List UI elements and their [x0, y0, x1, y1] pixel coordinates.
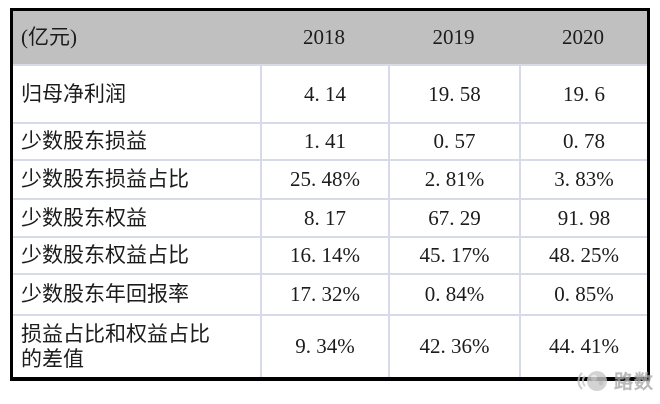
cell-value: 19. 58 — [388, 66, 519, 122]
cell-value: 9. 34% — [260, 316, 388, 377]
year-header-2020: 2020 — [562, 25, 604, 49]
row-label: 少数股东损益占比 — [21, 167, 189, 192]
cell-value: 45. 17% — [388, 238, 519, 273]
table-row: 少数股东年回报率 17. 32% 0. 84% 0. 85% — [13, 273, 647, 314]
year-header-2019: 2019 — [432, 25, 475, 49]
watermark-text: 路数 — [613, 372, 654, 393]
cell-value: 0. 85% — [519, 275, 647, 314]
table-row: 损益占比和权益占比的差值 9. 34% 42. 36% 44. 41% — [13, 314, 647, 377]
cell-value: 0. 57 — [388, 124, 519, 159]
cell-value: 3. 83% — [519, 161, 647, 198]
cell-value: 0. 84% — [388, 275, 519, 314]
cell-value: 67. 29 — [388, 200, 519, 236]
cell-value: 19. 6 — [519, 66, 647, 122]
logo-circle-icon — [575, 368, 611, 394]
cell-value: 8. 17 — [260, 200, 388, 236]
table-row: 少数股东权益 8. 17 67. 29 91. 98 — [13, 198, 647, 236]
cell-value: 0. 78 — [519, 124, 647, 159]
cell-value: 25. 48% — [260, 161, 388, 198]
table-row: 少数股东权益占比 16. 14% 45. 17% 48. 25% — [13, 236, 647, 273]
row-label: 少数股东年回报率 — [21, 282, 189, 307]
row-label: 少数股东权益占比 — [21, 243, 189, 268]
row-label: 归母净利润 — [21, 81, 126, 106]
cell-value: 17. 32% — [260, 275, 388, 314]
table-row: 少数股东损益 1. 41 0. 57 0. 78 — [13, 122, 647, 159]
financial-table: (亿元) 2018 2019 2020 归母净利润 4. 14 19. 58 1… — [10, 8, 650, 381]
cell-value: 2. 81% — [388, 161, 519, 198]
cell-value: 16. 14% — [260, 238, 388, 273]
row-label: 少数股东损益 — [21, 129, 147, 154]
unit-header: (亿元) — [21, 25, 77, 50]
cell-value: 1. 41 — [260, 124, 388, 159]
cell-value: 42. 36% — [388, 316, 519, 377]
year-header-2018: 2018 — [303, 25, 345, 49]
cell-value: 48. 25% — [519, 238, 647, 273]
row-label: 少数股东权益 — [21, 205, 147, 230]
row-label: 损益占比和权益占比的差值 — [21, 321, 210, 371]
cell-value: 4. 14 — [260, 66, 388, 122]
cell-value: 44. 41% — [519, 316, 647, 377]
cell-value: 91. 98 — [519, 200, 647, 236]
watermark: 路数 — [575, 367, 654, 394]
table-header-row: (亿元) 2018 2019 2020 — [13, 11, 647, 64]
table-row: 少数股东损益占比 25. 48% 2. 81% 3. 83% — [13, 159, 647, 198]
table-row: 归母净利润 4. 14 19. 58 19. 6 — [13, 64, 647, 122]
